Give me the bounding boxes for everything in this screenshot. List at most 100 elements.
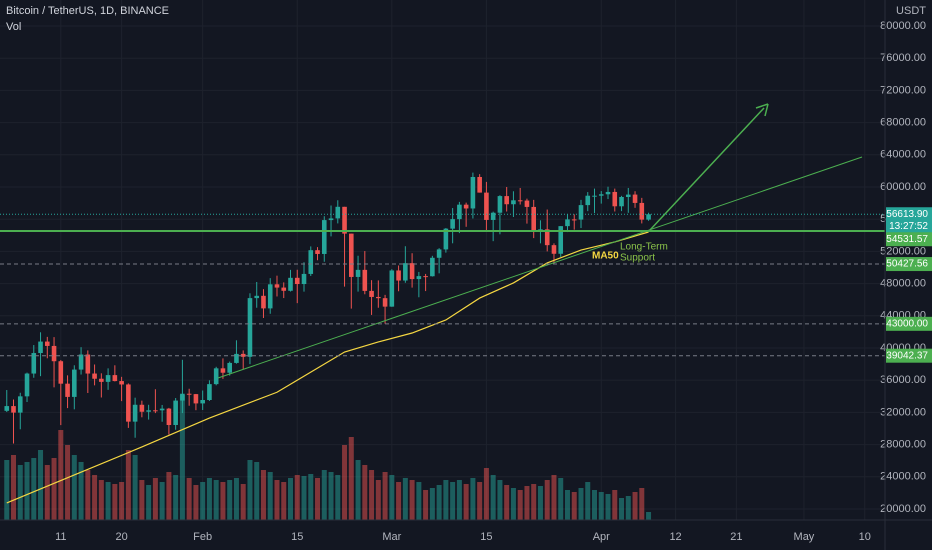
volume-bar bbox=[571, 492, 577, 520]
volume-bar bbox=[213, 480, 219, 520]
candle-body bbox=[186, 393, 192, 395]
volume-bar bbox=[71, 455, 77, 520]
volume-bar bbox=[173, 475, 179, 520]
chart-title: Bitcoin / TetherUS, 1D, BINANCE bbox=[6, 5, 169, 17]
volume-bar bbox=[537, 486, 543, 520]
annotation: Support bbox=[620, 253, 655, 264]
x-tick-label: 15 bbox=[480, 531, 492, 543]
volume-bar bbox=[51, 458, 57, 520]
x-tick-label: 21 bbox=[730, 531, 742, 543]
volume-bar bbox=[335, 475, 341, 520]
volume-bar bbox=[490, 475, 496, 520]
candle-body bbox=[605, 191, 611, 195]
candle-body bbox=[38, 341, 43, 354]
volume-bar bbox=[510, 488, 516, 520]
volume-bar bbox=[362, 465, 368, 520]
candle-body bbox=[490, 212, 496, 220]
candle-body bbox=[159, 408, 165, 411]
candle-body bbox=[382, 298, 388, 307]
candle-body bbox=[321, 220, 327, 254]
x-tick-label: 20 bbox=[115, 531, 127, 543]
price-label-bg bbox=[886, 207, 932, 234]
volume-bar bbox=[598, 492, 604, 520]
x-tick-label: 15 bbox=[291, 531, 303, 543]
candle-body bbox=[565, 219, 570, 227]
candle-body bbox=[281, 287, 287, 291]
volume-bar bbox=[429, 488, 435, 520]
ma-label: MA50 bbox=[592, 251, 619, 262]
candle-body bbox=[294, 277, 300, 285]
candle-body bbox=[328, 218, 334, 221]
candle-body bbox=[551, 245, 557, 254]
candle-body bbox=[477, 176, 482, 193]
candle-body bbox=[4, 406, 10, 411]
y-tick-label: 72000.00 bbox=[880, 84, 926, 96]
volume-bar bbox=[646, 512, 652, 520]
volume-bar bbox=[159, 482, 165, 520]
volume-bar bbox=[551, 475, 557, 520]
volume-bar bbox=[625, 496, 631, 520]
candle-body bbox=[227, 362, 232, 373]
candle-body bbox=[153, 410, 158, 412]
candle-body bbox=[450, 219, 455, 229]
candle-body bbox=[261, 295, 266, 309]
candle-body bbox=[308, 250, 314, 274]
price-label: 50427.56 bbox=[886, 259, 928, 270]
candle-body bbox=[612, 191, 618, 207]
candle-body bbox=[301, 273, 307, 285]
volume-bar bbox=[483, 468, 489, 520]
price-label: 39042.37 bbox=[886, 350, 928, 361]
volume-bar bbox=[544, 480, 550, 520]
annotation: Long-Term bbox=[620, 242, 668, 253]
y-tick-label: 24000.00 bbox=[880, 471, 926, 483]
candle-body bbox=[443, 228, 449, 250]
candle-body bbox=[267, 284, 273, 309]
candle-body bbox=[72, 369, 77, 397]
y-tick-label: 80000.00 bbox=[880, 20, 926, 32]
volume-bar bbox=[477, 482, 483, 520]
indicator-label: Vol bbox=[6, 21, 21, 33]
volume-bar bbox=[524, 486, 530, 520]
volume-bar bbox=[220, 482, 226, 520]
x-tick-label: May bbox=[794, 531, 815, 543]
volume-bar bbox=[227, 480, 233, 520]
volume-bar bbox=[78, 462, 84, 520]
volume-bar bbox=[470, 478, 476, 520]
candle-body bbox=[639, 202, 645, 220]
volume-bar bbox=[348, 437, 354, 520]
candle-body bbox=[119, 381, 124, 385]
volume-bar bbox=[396, 482, 402, 520]
candle-body bbox=[146, 410, 151, 412]
volume-bar bbox=[260, 470, 266, 520]
candle-body bbox=[105, 375, 111, 382]
volume-bar bbox=[436, 485, 442, 520]
volume-bar bbox=[186, 478, 192, 520]
countdown: 13:27:52 bbox=[889, 221, 928, 232]
volume-bar bbox=[531, 484, 537, 520]
price-label-bg bbox=[886, 316, 932, 331]
y-tick-label: 68000.00 bbox=[880, 117, 926, 129]
volume-bar bbox=[287, 478, 293, 520]
volume-bar bbox=[558, 478, 564, 520]
volume-bar bbox=[564, 490, 570, 520]
volume-bar bbox=[166, 472, 172, 520]
volume-bar bbox=[206, 478, 212, 520]
candle-body bbox=[207, 384, 212, 401]
volume-bar bbox=[125, 450, 131, 520]
volume-bar bbox=[44, 465, 50, 520]
price-label: 56613.90 bbox=[886, 209, 928, 220]
price-label-bg bbox=[886, 232, 932, 247]
price-label: 43000.00 bbox=[886, 318, 928, 329]
volume-bar bbox=[315, 478, 321, 520]
volume-bar bbox=[416, 482, 422, 520]
y-tick-label: 36000.00 bbox=[880, 374, 926, 386]
volume-bar bbox=[605, 494, 611, 520]
candle-body bbox=[592, 195, 597, 197]
candle-body bbox=[342, 206, 347, 234]
candle-body bbox=[416, 276, 422, 280]
y-tick-label: 60000.00 bbox=[880, 181, 926, 193]
volume-bar bbox=[112, 484, 118, 520]
volume-bar bbox=[240, 484, 246, 520]
